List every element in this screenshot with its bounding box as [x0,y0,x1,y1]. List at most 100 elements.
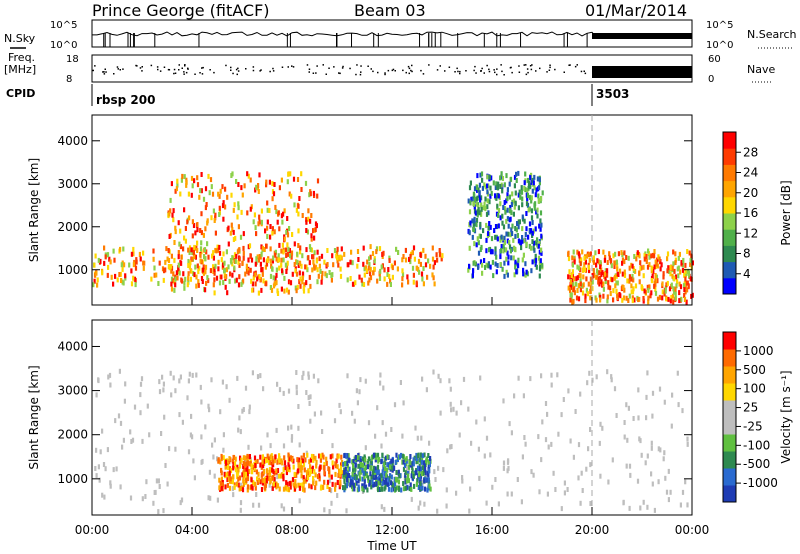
data-cell [486,183,489,189]
data-cell [109,382,112,388]
data-cell [253,212,256,218]
data-cell [654,290,658,296]
data-cell [278,453,281,459]
data-cell [197,282,200,288]
data-cell [173,257,176,263]
data-cell [226,290,229,296]
data-cell [157,478,160,484]
freq-sample [306,64,309,66]
data-cell [532,240,536,246]
data-cell [402,254,405,259]
data-cell [540,247,543,253]
data-cell [155,272,158,278]
data-cell [415,265,419,271]
data-cell [538,489,541,495]
data-cell [314,485,317,491]
data-cell [609,276,612,282]
data-cell [678,251,681,257]
data-cell [387,486,391,492]
data-cell [506,272,509,278]
data-cell [362,282,366,287]
data-cell [176,178,179,184]
data-cell [361,456,364,462]
data-cell [638,253,641,259]
data-cell [358,389,361,395]
freq-sample [574,65,577,68]
data-cell [170,268,173,274]
data-cell [309,247,312,252]
data-cell [257,189,260,194]
data-cell [268,476,271,482]
data-cell [351,260,354,266]
data-cell [287,425,290,431]
freq-sample [387,69,390,72]
data-cell [346,460,349,466]
x-tick-label: 12:00 [375,523,410,537]
data-cell [207,403,210,409]
data-cell [612,297,615,303]
data-cell [596,268,599,274]
data-cell [243,183,246,189]
data-cell [287,171,290,177]
data-cell [262,257,265,263]
data-cell [256,276,259,282]
freq-sample [209,69,211,71]
data-cell [221,379,224,385]
data-cell [489,185,492,191]
data-cell [198,265,201,271]
nsky-tick-top: 10^5 [50,20,77,31]
data-cell [178,412,181,418]
data-cell [268,179,271,185]
data-cell [326,484,329,489]
data-cell [603,271,606,277]
data-cell [479,197,482,203]
data-cell [364,484,368,490]
colorbar-swatch [723,349,736,367]
data-cell [528,194,532,200]
data-cell [262,386,265,392]
data-cell [282,390,285,396]
data-cell [536,237,539,243]
data-cell [287,487,291,493]
data-cell [291,271,294,277]
data-cell [667,296,670,302]
data-cell [112,281,115,287]
data-cell [612,253,615,259]
data-cell [508,421,511,427]
data-cell [630,262,633,268]
data-cell [349,259,352,265]
data-cell [121,444,124,450]
data-cell [260,287,263,293]
data-cell [476,212,479,218]
data-cell [532,180,535,186]
data-cell [99,258,102,264]
data-cell [278,457,281,463]
data-cell [499,262,502,267]
data-cell [188,371,191,377]
data-cell [348,466,351,472]
data-cell [243,469,246,475]
freq-sample [117,68,119,70]
freq-sample [230,69,232,71]
data-cell [494,185,497,190]
data-cell [380,477,383,483]
data-cell [251,485,254,491]
data-cell [575,295,579,301]
data-cell [316,178,320,184]
freq-sample [122,68,124,70]
data-cell [228,278,231,284]
data-cell [512,255,515,261]
data-cell [332,262,335,268]
freq-sample [410,69,412,72]
freq-sample [287,66,289,68]
data-cell [269,258,272,264]
data-cell [591,273,594,278]
data-cell [285,229,288,235]
data-cell [569,438,572,444]
data-cell [246,472,249,478]
freq-sample [384,72,386,74]
data-cell [615,288,618,294]
colorbar-swatch [723,180,736,198]
data-cell [490,175,493,181]
freq-sample [436,69,439,71]
